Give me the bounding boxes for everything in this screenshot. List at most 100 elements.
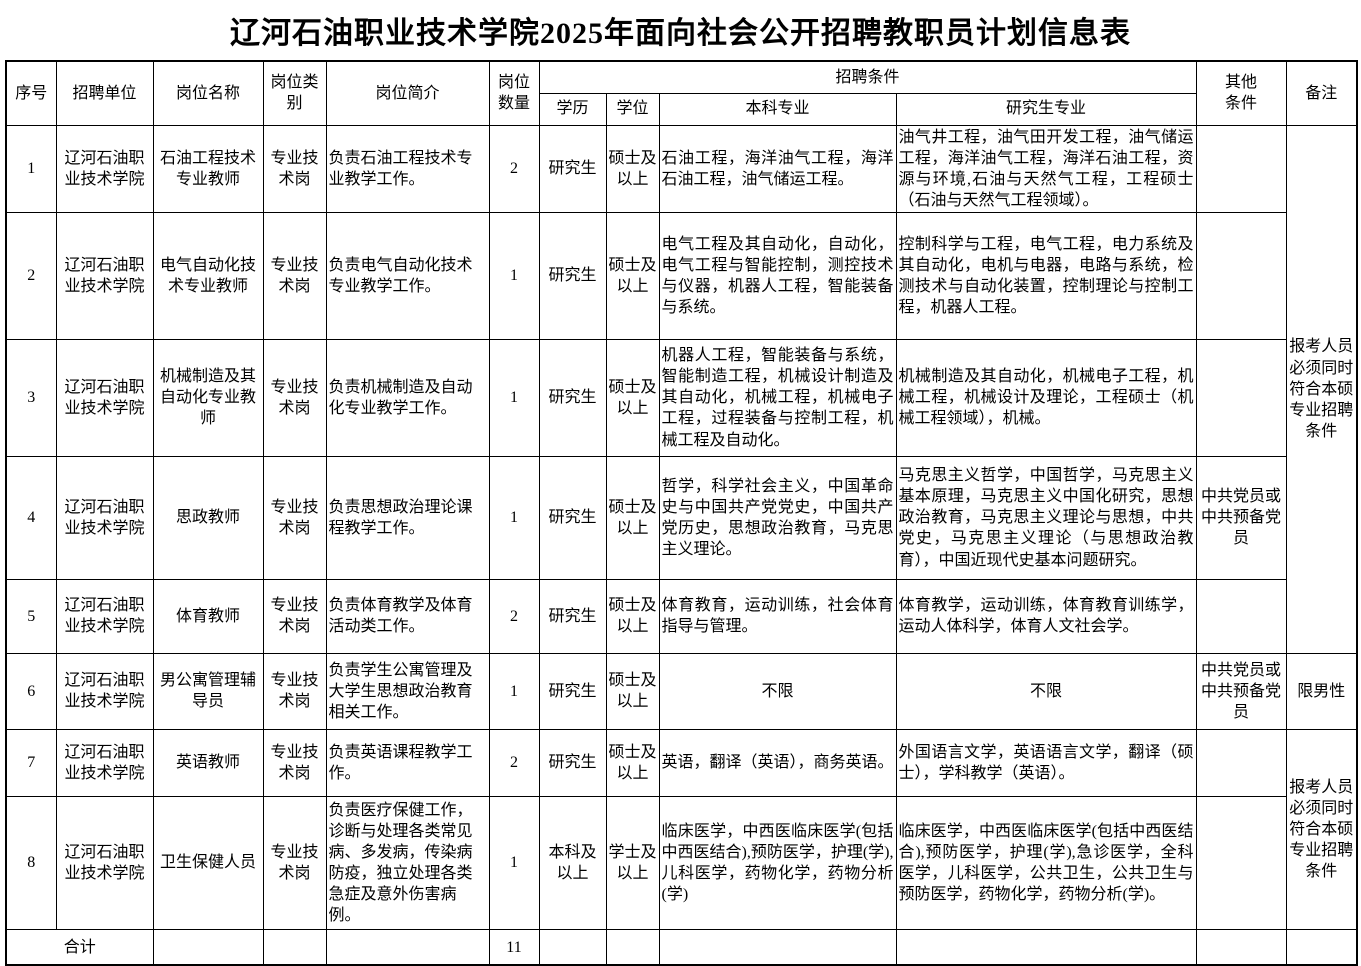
cell-intro: 负责学生公寓管理及大学生思想政治教育相关工作。	[325, 652, 490, 730]
cell-bachelor: 英语，翻译（英语），商务英语。	[658, 728, 897, 797]
cell-degree: 硕士及以上	[605, 124, 660, 213]
cell-graduate	[895, 928, 1197, 966]
cell-other	[1195, 728, 1287, 797]
cell-category: 专业技术岗	[262, 728, 327, 797]
cell-unit: 辽河石油职业技术学院	[55, 455, 154, 580]
col-header-category: 岗位类别	[262, 60, 327, 126]
cell-degree: 硕士及以上	[605, 728, 660, 797]
cell-category: 专业技术岗	[262, 455, 327, 580]
cell-education: 研究生	[538, 338, 607, 457]
cell-category: 专业技术岗	[262, 211, 327, 340]
cell-count: 1	[488, 338, 540, 457]
cell-education: 研究生	[538, 124, 607, 213]
cell-count: 2	[488, 578, 540, 654]
cell-unit: 辽河石油职业技术学院	[55, 211, 154, 340]
cell-seq: 8	[5, 795, 57, 930]
col-header-bachelor: 本科专业	[658, 92, 897, 126]
cell-degree: 硕士及以上	[605, 652, 660, 730]
cell-category: 专业技术岗	[262, 124, 327, 213]
cell-count: 2	[488, 124, 540, 213]
cell-position: 石油工程技术专业教师	[152, 124, 264, 213]
cell-bachelor: 电气工程及其自动化，自动化，电气工程与智能控制，测控技术与仪器，机器人工程，智能…	[658, 211, 897, 340]
cell-graduate: 临床医学，中西医临床医学(包括中西医结合),预防医学，护理(学),急诊医学，全科…	[895, 795, 1197, 930]
total-label: 合计	[5, 928, 154, 966]
cell-remark-merged: 报考人员必须同时符合本硕专业招聘条件	[1285, 124, 1358, 654]
cell-other	[1195, 928, 1287, 966]
cell-intro: 负责石油工程技术专业教学工作。	[325, 124, 490, 213]
cell-bachelor: 石油工程，海洋油气工程，海洋石油工程，油气储运工程。	[658, 124, 897, 213]
cell-remark: 限男性	[1285, 652, 1358, 730]
table-row: 4 辽河石油职业技术学院 思政教师 专业技术岗 负责思想政治理论课程教学工作。 …	[5, 455, 1357, 580]
cell-count: 1	[488, 652, 540, 730]
cell-other	[1195, 338, 1287, 457]
col-header-intro: 岗位简介	[325, 60, 490, 126]
cell-degree: 硕士及以上	[605, 211, 660, 340]
recruitment-table: 序号 招聘单位 岗位名称 岗位类别 岗位简介 岗位数量 招聘条件 其他 条件 备…	[5, 60, 1359, 966]
col-header-position: 岗位名称	[152, 60, 264, 126]
cell-count: 1	[488, 455, 540, 580]
col-header-education: 学历	[538, 92, 607, 126]
cell-graduate: 机械制造及其自动化，机械电子工程，机械工程，机械设计及理论，工程硕士（机械工程领…	[895, 338, 1197, 457]
cell-degree	[605, 928, 660, 966]
cell-seq: 6	[5, 652, 57, 730]
cell-intro: 负责电气自动化技术专业教学工作。	[325, 211, 490, 340]
cell-seq: 1	[5, 124, 57, 213]
cell-other	[1195, 124, 1287, 213]
col-header-unit: 招聘单位	[55, 60, 154, 126]
cell-category: 专业技术岗	[262, 578, 327, 654]
cell-remark-merged: 报考人员必须同时符合本硕专业招聘条件	[1285, 728, 1358, 930]
page-title: 辽河石油职业技术学院2025年面向社会公开招聘教职员计划信息表	[230, 17, 1131, 50]
total-row: 合计 11	[5, 928, 1358, 966]
cell-other	[1195, 795, 1287, 930]
cell-education: 研究生	[538, 211, 607, 340]
col-header-conditions: 招聘条件	[538, 60, 1197, 94]
cell-intro: 负责机械制造及自动化专业教学工作。	[325, 338, 490, 457]
cell-seq: 2	[5, 211, 57, 340]
cell-count: 1	[488, 211, 540, 340]
cell-graduate: 油气井工程，油气田开发工程，油气储运工程，海洋油气工程，海洋石油工程，资源与环境…	[895, 124, 1197, 213]
cell-seq: 3	[5, 338, 57, 457]
header-row-2: 学历 学位 本科专业 研究生专业	[6, 92, 1357, 126]
cell-unit: 辽河石油职业技术学院	[55, 338, 154, 457]
cell-education	[538, 928, 607, 966]
cell-intro: 负责英语课程教学工作。	[325, 728, 490, 797]
cell-category: 专业技术岗	[262, 338, 327, 457]
cell-position: 男公寓管理辅导员	[152, 652, 264, 730]
cell-bachelor	[658, 928, 897, 966]
cell-bachelor: 临床医学，中西医临床医学(包括中西医结合),预防医学，护理(学),儿科医学，药物…	[658, 795, 897, 930]
cell-position: 机械制造及其自动化专业教师	[152, 338, 264, 457]
cell-graduate: 马克思主义哲学，中国哲学，马克思主义基本原理，马克思主义中国化研究，思想政治教育…	[895, 455, 1197, 580]
cell-category: 专业技术岗	[262, 652, 327, 730]
cell-unit: 辽河石油职业技术学院	[55, 728, 154, 797]
cell-intro	[325, 928, 490, 966]
cell-education: 本科及以上	[538, 795, 607, 930]
cell-degree: 学士及以上	[605, 795, 660, 930]
col-header-graduate: 研究生专业	[895, 92, 1197, 126]
cell-bachelor: 机器人工程，智能装备与系统，智能制造工程，机械设计制造及其自动化，机械工程，机械…	[658, 338, 897, 457]
cell-education: 研究生	[538, 455, 607, 580]
cell-bachelor: 不限	[658, 652, 897, 730]
cell-intro: 负责体育教学及体育活动类工作。	[325, 578, 490, 654]
cell-position: 卫生保健人员	[152, 795, 264, 930]
cell-position: 英语教师	[152, 728, 264, 797]
table-row: 7 辽河石油职业技术学院 英语教师 专业技术岗 负责英语课程教学工作。 2 研究…	[5, 728, 1358, 930]
cell-other: 中共党员或中共预备党员	[1195, 652, 1287, 730]
cell-bachelor: 哲学，科学社会主义，中国革命史与中国共产党党史，中国共产党历史，思想政治教育，马…	[658, 455, 897, 580]
cell-graduate: 外国语言文学，英语语言文学，翻译（硕士），学科教学（英语）。	[895, 728, 1197, 797]
cell-degree: 硕士及以上	[605, 455, 660, 580]
table-row: 1 辽河石油职业技术学院 石油工程技术专业教师 专业技术岗 负责石油工程技术专业…	[5, 124, 1358, 654]
cell-unit: 辽河石油职业技术学院	[55, 578, 154, 654]
cell-position: 电气自动化技术专业教师	[152, 211, 264, 340]
cell-graduate: 控制科学与工程，电气工程，电力系统及其自动化，电机与电器，电路与系统，检测技术与…	[895, 211, 1197, 340]
cell-unit: 辽河石油职业技术学院	[55, 795, 154, 930]
table-row: 2 辽河石油职业技术学院 电气自动化技术专业教师 专业技术岗 负责电气自动化技术…	[5, 211, 1357, 340]
cell-intro: 负责医疗保健工作，诊断与处理各类常见病、多发病，传染病防疫，独立处理各类急症及意…	[325, 795, 490, 930]
cell-degree: 硕士及以上	[605, 578, 660, 654]
cell-category	[262, 928, 327, 966]
cell-unit: 辽河石油职业技术学院	[55, 652, 154, 730]
cell-education: 研究生	[538, 652, 607, 730]
table-row: 5 辽河石油职业技术学院 体育教师 专业技术岗 负责体育教学及体育活动类工作。 …	[5, 578, 1357, 654]
cell-seq: 7	[5, 728, 57, 797]
col-header-seq: 序号	[5, 60, 57, 126]
